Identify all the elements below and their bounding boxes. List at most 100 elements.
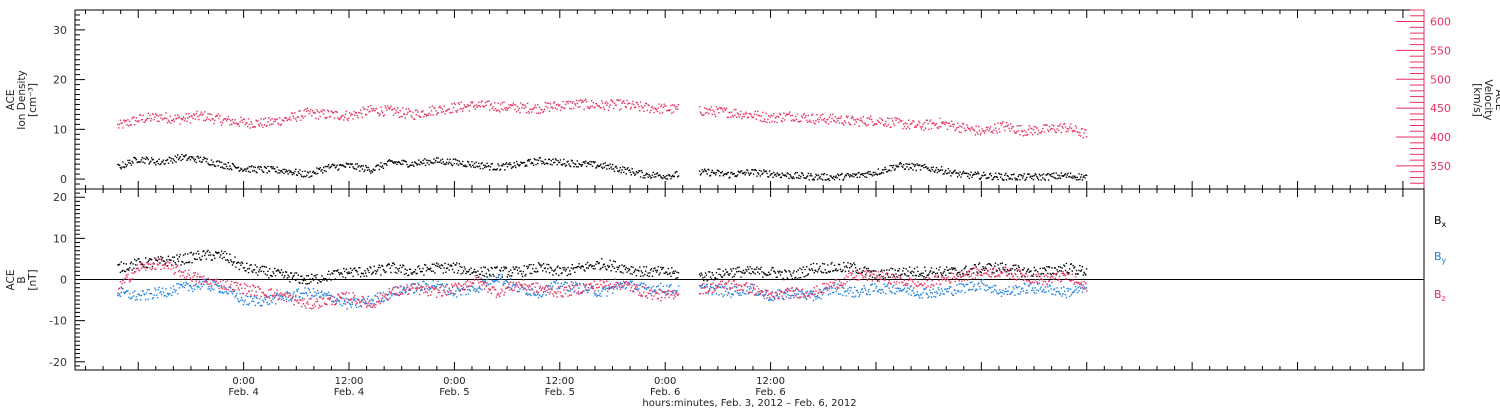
density-point xyxy=(711,172,712,173)
velocity-point xyxy=(578,100,579,101)
by-point xyxy=(811,291,812,292)
bx-point xyxy=(997,264,998,265)
density-point xyxy=(643,175,644,176)
velocity-point xyxy=(458,102,459,103)
bx-point xyxy=(626,267,627,268)
bx-point xyxy=(943,272,944,273)
bx-point xyxy=(723,270,724,271)
velocity-point xyxy=(347,120,348,121)
bx-point xyxy=(905,268,906,269)
density-point xyxy=(674,176,675,177)
bx-point xyxy=(834,265,835,266)
velocity-point xyxy=(638,106,639,107)
by-point xyxy=(1024,284,1025,285)
velocity-point xyxy=(174,121,175,122)
bz-point xyxy=(163,264,164,265)
bx-point xyxy=(299,282,300,283)
velocity-point xyxy=(1015,132,1016,133)
by-point xyxy=(473,289,474,290)
bz-point xyxy=(170,269,171,270)
by-point xyxy=(980,288,981,289)
bx-point xyxy=(1065,270,1066,271)
density-point xyxy=(594,161,595,162)
velocity-point xyxy=(721,107,722,108)
velocity-point xyxy=(353,111,354,112)
bx-point xyxy=(709,271,710,272)
density-point xyxy=(176,157,177,158)
density-point xyxy=(435,160,436,161)
density-point xyxy=(395,161,396,162)
by-point xyxy=(454,293,455,294)
bx-point xyxy=(456,262,457,263)
bx-point xyxy=(597,261,598,262)
velocity-point xyxy=(341,116,342,117)
density-point xyxy=(370,172,371,173)
by-point xyxy=(552,285,553,286)
bz-point xyxy=(263,293,264,294)
velocity-point xyxy=(408,108,409,109)
bz-point xyxy=(293,304,294,305)
density-point xyxy=(441,163,442,164)
velocity-point xyxy=(191,115,192,116)
velocity-point xyxy=(302,115,303,116)
by-point xyxy=(256,298,257,299)
density-point xyxy=(511,168,512,169)
density-point xyxy=(839,179,840,180)
velocity-point xyxy=(324,110,325,111)
density-point xyxy=(991,175,992,176)
bx-point xyxy=(287,277,288,278)
by-point xyxy=(160,291,161,292)
density-point xyxy=(603,163,604,164)
bx-point xyxy=(482,275,483,276)
bx-point xyxy=(824,263,825,264)
by-point xyxy=(441,284,442,285)
density-point xyxy=(239,170,240,171)
velocity-point xyxy=(480,106,481,107)
velocity-point xyxy=(878,122,879,123)
bx-point xyxy=(222,258,223,259)
bz-point xyxy=(158,262,159,263)
by-point xyxy=(342,298,343,299)
by-point xyxy=(594,292,595,293)
velocity-point xyxy=(570,101,571,102)
density-point xyxy=(792,176,793,177)
bz-point xyxy=(255,291,256,292)
velocity-point xyxy=(249,124,250,125)
velocity-point xyxy=(1046,125,1047,126)
velocity-point xyxy=(363,107,364,108)
by-point xyxy=(796,294,797,295)
velocity-point xyxy=(639,110,640,111)
bx-point xyxy=(1081,269,1082,270)
by-point xyxy=(165,288,166,289)
velocity-point xyxy=(320,116,321,117)
density-point xyxy=(132,162,133,163)
by-point xyxy=(777,289,778,290)
velocity-point xyxy=(572,102,573,103)
velocity-point xyxy=(121,122,122,123)
by-point xyxy=(223,293,224,294)
velocity-point xyxy=(818,121,819,122)
bz-point xyxy=(256,295,257,296)
bx-point xyxy=(656,271,657,272)
by-point xyxy=(509,287,510,288)
bz-point xyxy=(336,303,337,304)
by-point xyxy=(510,278,511,279)
bx-point xyxy=(540,265,541,266)
bx-point xyxy=(344,271,345,272)
bx-point xyxy=(260,267,261,268)
bz-point xyxy=(141,268,142,269)
by-point xyxy=(941,288,942,289)
velocity-point xyxy=(241,120,242,121)
bx-point xyxy=(459,263,460,264)
bx-point xyxy=(1076,270,1077,271)
by-point xyxy=(766,292,767,293)
velocity-point xyxy=(305,109,306,110)
velocity-point xyxy=(497,102,498,103)
velocity-point xyxy=(908,119,909,120)
bz-point xyxy=(317,301,318,302)
velocity-point xyxy=(189,116,190,117)
bx-point xyxy=(647,275,648,276)
by-point xyxy=(1018,293,1019,294)
by-point xyxy=(567,282,568,283)
velocity-point xyxy=(569,108,570,109)
